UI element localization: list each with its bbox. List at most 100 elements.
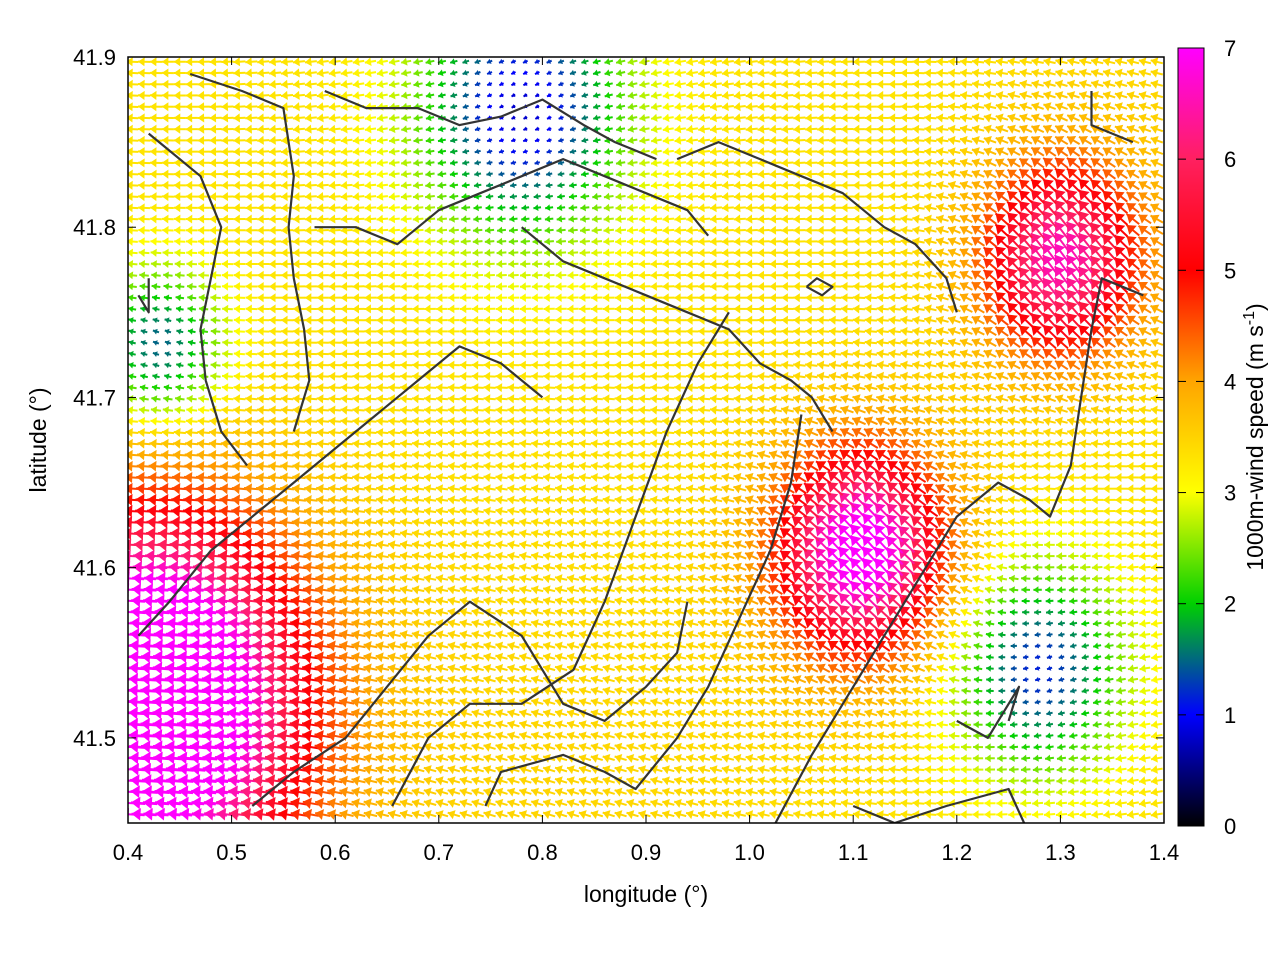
wind-vector-head [900, 765, 908, 775]
wind-vector-head [399, 798, 408, 808]
wind-vector-head [840, 742, 849, 752]
wind-vector-head [387, 787, 396, 797]
wind-vector-head [339, 764, 348, 775]
wind-vector-head [154, 796, 165, 810]
wind-vector-head [948, 787, 955, 797]
wind-vector-head [721, 753, 730, 763]
wind-vector-head [277, 718, 287, 731]
wind-vector-head [733, 798, 742, 808]
wind-vector-head [411, 731, 420, 741]
wind-vector-head [1115, 754, 1123, 763]
wind-vector-head [543, 765, 551, 775]
wind-vector-head [507, 720, 516, 730]
wind-vector-head [936, 787, 943, 797]
wind-vector-head [852, 776, 860, 786]
wind-vector-head [459, 753, 468, 763]
wind-vector-head [864, 776, 872, 786]
wind-vector-head [876, 787, 884, 797]
wind-vector-head [781, 753, 789, 763]
wind-vector-head [375, 809, 384, 820]
wind-vector-head [650, 810, 659, 820]
wind-vector-head [239, 740, 250, 753]
wind-vector-head [698, 787, 706, 797]
wind-vector-head [423, 720, 432, 730]
wind-vector-head [996, 765, 1003, 774]
wind-vector-head [578, 776, 587, 786]
wind-vector-head [1021, 743, 1027, 751]
wind-vector-head [1103, 798, 1111, 808]
wind-vector-head [1045, 754, 1051, 762]
wind-vector-head [240, 774, 251, 787]
wind-vector-head [227, 751, 238, 765]
wind-vector-head [178, 785, 189, 798]
wind-vector-head [985, 743, 991, 751]
wind-vector-head [314, 741, 324, 753]
wind-vector-head [602, 742, 611, 752]
wind-vector-head [1068, 754, 1075, 762]
wind-vector-head [447, 810, 456, 820]
wind-vector-head [447, 742, 456, 752]
wind-vector-head [117, 673, 126, 686]
wind-vector-head [709, 731, 718, 741]
wind-vector-head [495, 742, 504, 752]
wind-vector-head [227, 763, 238, 776]
wind-vector-head [128, 796, 129, 806]
wind-vector-head [277, 740, 288, 754]
wind-vector-head [265, 774, 276, 787]
wind-vector-head [1150, 798, 1158, 808]
wind-vector-head [948, 731, 956, 740]
wind-vector-head [1079, 787, 1087, 797]
wind-vector-head [471, 731, 480, 741]
wind-vector-head [757, 787, 765, 797]
wind-vector-head [1150, 765, 1158, 774]
wind-vector-head [960, 754, 967, 763]
wind-vector-head [177, 740, 187, 753]
wind-vector-head [686, 776, 694, 786]
wind-vector-head [239, 729, 250, 742]
wind-vector-head [1067, 810, 1075, 819]
wind-vector-head [876, 765, 884, 775]
wind-vector-head [339, 741, 348, 753]
wind-vector-head [519, 742, 528, 752]
wind-vector-head [507, 754, 516, 763]
wind-vector-head [698, 731, 706, 741]
wind-vector-head [876, 753, 884, 763]
wind-vector-head [387, 731, 396, 741]
wind-vector-head [817, 765, 825, 775]
wind-vector-head [387, 764, 396, 775]
wind-vector-head [375, 787, 384, 797]
wind-vector-head [698, 810, 706, 820]
wind-vector-head [555, 776, 563, 786]
wind-vector-head [662, 731, 670, 741]
wind-vector-head [166, 785, 177, 798]
wind-vector-head [1069, 721, 1075, 728]
wind-vector-head [351, 809, 360, 820]
wind-vector-head [399, 753, 408, 764]
wind-vector-head [852, 753, 861, 763]
wind-vector-head [191, 808, 202, 821]
wind-vector-head [519, 754, 528, 763]
wind-vector-head [686, 731, 694, 741]
wind-vector-head [190, 774, 201, 787]
wind-vector-head [996, 799, 1003, 808]
wind-vector-head [351, 742, 360, 753]
wind-vector-head [495, 720, 504, 730]
wind-vector-head [985, 721, 991, 729]
wind-vector-head [960, 765, 967, 774]
wind-vector-head [662, 787, 670, 797]
wind-vector-head [140, 706, 150, 720]
wind-vector-head [924, 776, 932, 786]
wind-vector-head [117, 740, 126, 753]
wind-vector-head [543, 720, 551, 730]
wind-vector-head [423, 765, 432, 775]
wind-vector-head [326, 730, 336, 742]
wind-vector-head [189, 717, 199, 731]
wind-vector-head [1092, 732, 1099, 740]
wind-vector-head [277, 752, 288, 765]
wind-vector-head [841, 810, 849, 820]
wind-vector-head [614, 720, 623, 730]
wind-vector-head [912, 810, 920, 819]
wind-vector-head [1139, 742, 1146, 752]
wind-vector-head [153, 751, 163, 765]
wind-vector-head [265, 763, 275, 776]
